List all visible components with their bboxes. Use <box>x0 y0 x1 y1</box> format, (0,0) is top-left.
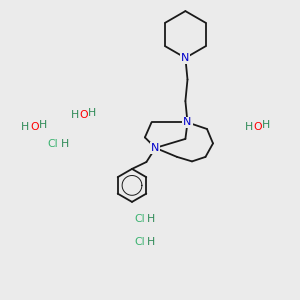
Text: N: N <box>183 117 192 128</box>
Text: H: H <box>39 119 47 130</box>
Text: Cl: Cl <box>134 237 145 248</box>
Text: Cl: Cl <box>47 139 58 149</box>
Text: O: O <box>30 122 39 133</box>
Text: H: H <box>88 107 97 118</box>
Text: N: N <box>151 143 160 153</box>
Text: H: H <box>21 122 30 133</box>
Text: N: N <box>181 53 190 63</box>
Text: H: H <box>147 214 156 224</box>
Text: Cl: Cl <box>134 214 145 224</box>
Text: H: H <box>245 122 253 133</box>
Text: O: O <box>254 122 262 133</box>
Text: H: H <box>71 110 79 121</box>
Text: O: O <box>80 110 88 121</box>
Text: H: H <box>262 119 271 130</box>
Text: H: H <box>60 139 69 149</box>
Text: H: H <box>147 237 156 248</box>
